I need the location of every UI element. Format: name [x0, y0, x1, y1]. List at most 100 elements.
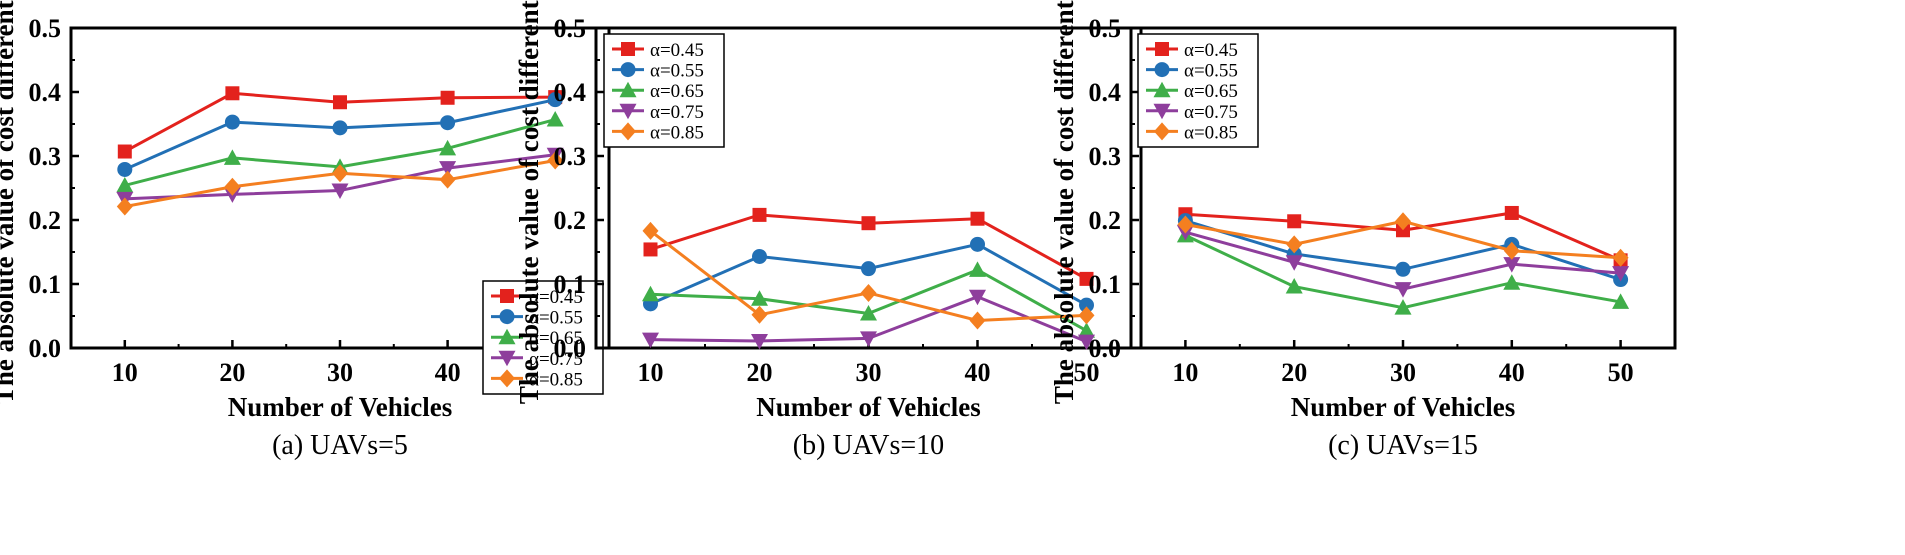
data-point — [117, 161, 133, 177]
legend-label: α=0.75 — [1184, 102, 1238, 123]
y-tick-label: 0.3 — [554, 142, 587, 171]
data-point — [1078, 334, 1095, 351]
x-tick-label: 40 — [965, 358, 991, 387]
y-tick-label: 0.5 — [29, 14, 62, 43]
series-5 — [116, 151, 564, 216]
series-3 — [1176, 226, 1630, 315]
y-tick-label: 0.1 — [1089, 270, 1122, 299]
x-tick-label: 10 — [1172, 358, 1198, 387]
legend: α=0.45α=0.55α=0.65α=0.75α=0.85 — [1137, 33, 1259, 148]
x-axis-title: Number of Vehicles — [1291, 392, 1516, 422]
data-point — [643, 242, 658, 257]
legend-label: α=0.55 — [650, 61, 704, 82]
y-tick-label: 0.3 — [1089, 142, 1122, 171]
x-tick-label: 10 — [638, 358, 664, 387]
x-tick-label: 50 — [1074, 358, 1100, 387]
x-tick-label: 20 — [1281, 358, 1307, 387]
data-point — [439, 139, 457, 156]
legend-marker — [1153, 81, 1171, 98]
data-point — [116, 197, 133, 216]
data-point — [1285, 278, 1303, 294]
chart-panel-2: 0.0 0.1 0.2 0.3 0.4 0.5 10 20 30 40 50 Number of Ve… — [514, 0, 1143, 461]
y-tick-label: 0.3 — [29, 142, 62, 171]
legend-marker — [620, 62, 636, 78]
data-point — [642, 332, 659, 349]
legend-label: α=0.55 — [529, 308, 583, 329]
y-tick-label: 0.2 — [1089, 206, 1122, 235]
data-point — [969, 311, 986, 330]
legend-label: α=0.55 — [1184, 61, 1238, 82]
y-tick-label: 0.0 — [554, 334, 587, 363]
x-axis-title: Number of Vehicles — [228, 392, 453, 422]
data-point — [642, 221, 659, 240]
legend-label: α=0.45 — [1184, 40, 1238, 61]
x-tick-label: 40 — [435, 358, 461, 387]
legend-marker — [1155, 42, 1169, 56]
data-point — [224, 114, 240, 130]
x-tick-label: 20 — [219, 358, 245, 387]
y-tick-label: 0.0 — [1089, 334, 1122, 363]
legend: α=0.45α=0.55α=0.65α=0.75α=0.85 — [482, 280, 604, 395]
series-4 — [642, 289, 1095, 351]
data-point — [1394, 282, 1412, 298]
y-tick-label: 0.5 — [1089, 14, 1122, 43]
legend-marker — [498, 350, 516, 367]
legend-marker — [619, 81, 637, 98]
legend: α=0.45α=0.55α=0.65α=0.75α=0.85 — [603, 33, 725, 148]
y-tick-label: 0.4 — [554, 78, 587, 107]
x-tick-label: 40 — [1499, 358, 1525, 387]
y-axis-title: The absolute value of cost differential — [514, 0, 544, 404]
legend-marker — [499, 369, 515, 388]
legend-marker — [500, 289, 514, 303]
data-point — [860, 331, 877, 347]
data-point — [439, 170, 456, 189]
legend-label: α=0.85 — [650, 122, 704, 143]
data-point — [440, 115, 456, 131]
y-tick-label: 0.1 — [29, 270, 62, 299]
legend-label: α=0.85 — [529, 369, 583, 390]
data-point — [1503, 257, 1521, 273]
legend-marker — [620, 122, 636, 141]
data-point — [547, 151, 564, 170]
series-5 — [642, 221, 1095, 330]
y-tick-label: 0.0 — [29, 334, 62, 363]
data-point — [970, 236, 985, 252]
data-point — [969, 289, 986, 306]
panel-caption: (c) UAVs=15 — [1328, 430, 1478, 461]
x-axis-title: Number of Vehicles — [756, 392, 981, 422]
data-point — [860, 304, 877, 321]
legend-marker — [1154, 122, 1170, 141]
data-point — [860, 283, 877, 302]
series-5 — [1177, 212, 1629, 267]
legend-marker — [1154, 62, 1170, 78]
x-tick-label: 50 — [1608, 358, 1634, 387]
legend-label: α=0.45 — [650, 40, 704, 61]
data-point — [861, 261, 876, 277]
y-axis-title: The absolute value of cost differential — [0, 0, 19, 404]
y-axis-title: The absolute value of cost differential — [1049, 0, 1079, 404]
series-1 — [643, 207, 1094, 286]
data-point — [1079, 297, 1094, 313]
data-point — [223, 149, 241, 165]
legend-marker — [619, 103, 637, 120]
series-2 — [117, 92, 563, 177]
data-point — [1078, 322, 1095, 338]
panel-caption: (b) UAVs=10 — [793, 430, 944, 461]
data-point — [970, 211, 985, 226]
legend-label: α=0.65 — [1184, 81, 1238, 102]
data-point — [1079, 271, 1094, 286]
x-tick-label: 30 — [327, 358, 353, 387]
legend-label: α=0.45 — [529, 287, 583, 308]
data-point — [332, 164, 348, 183]
data-point — [332, 120, 348, 136]
data-point — [1177, 215, 1194, 234]
data-point — [1612, 266, 1630, 282]
data-point — [751, 290, 768, 306]
data-point — [439, 161, 457, 177]
data-point — [752, 248, 767, 264]
data-point — [546, 111, 564, 127]
y-tick-label: 0.5 — [554, 14, 587, 43]
data-point — [1395, 261, 1411, 277]
legend-marker — [498, 328, 516, 345]
